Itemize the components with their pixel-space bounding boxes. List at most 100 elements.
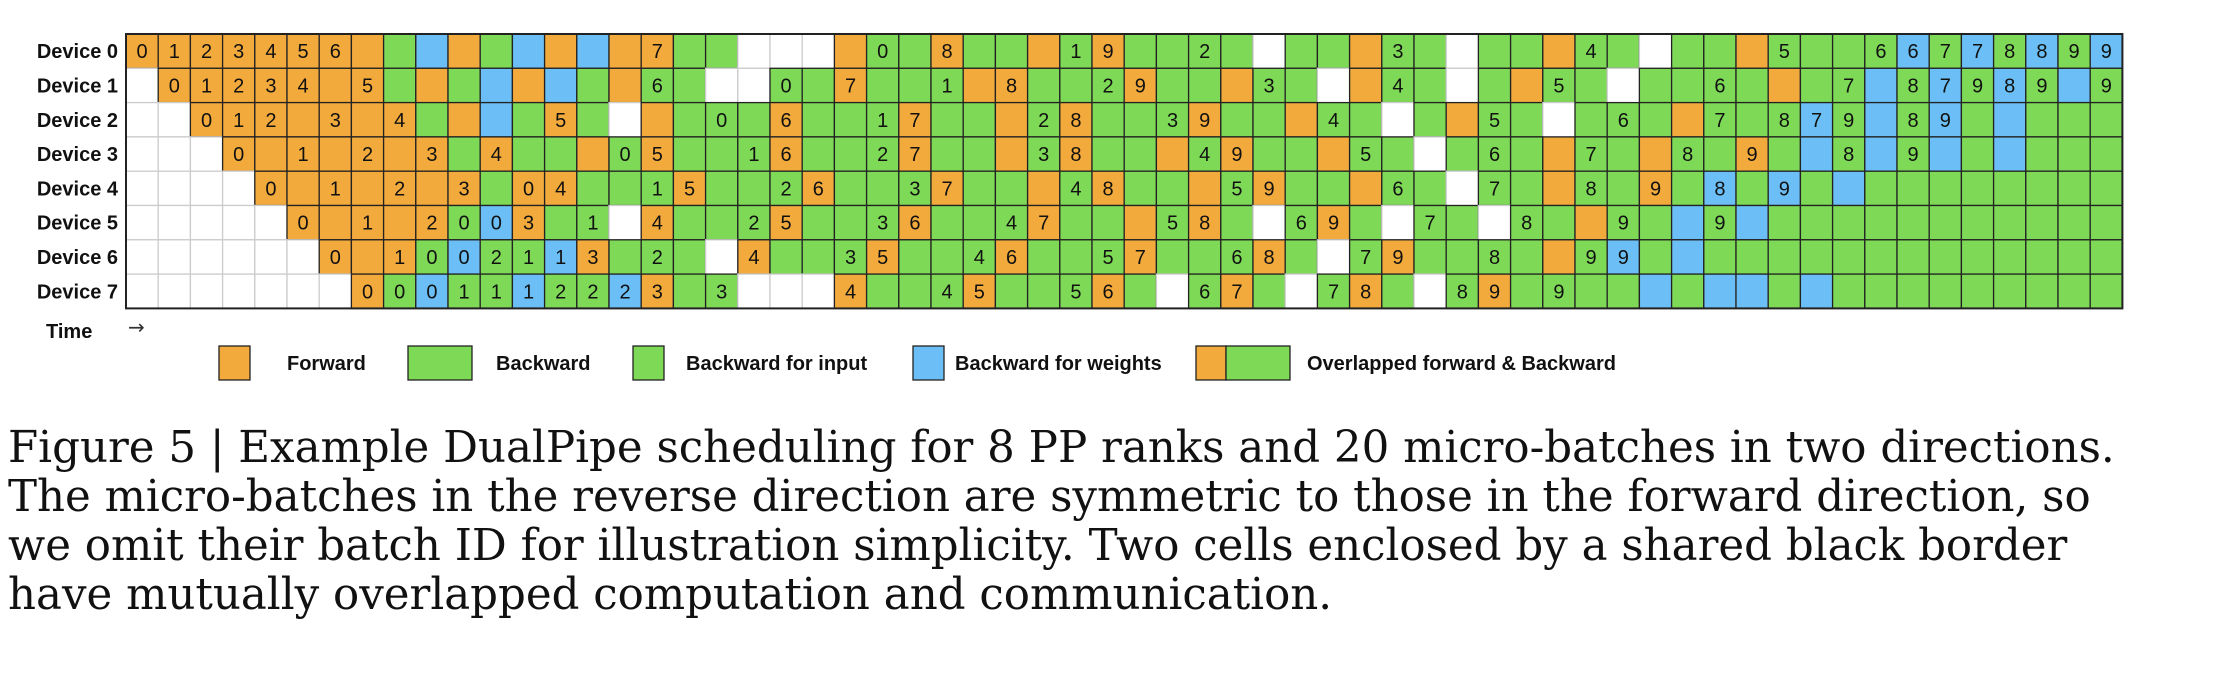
backward-cell xyxy=(1638,204,1673,241)
empty-cell xyxy=(125,67,159,104)
micro-batch-id: 7 xyxy=(942,178,953,200)
backward-cell xyxy=(1992,170,2027,207)
micro-batch-id: 5 xyxy=(781,213,792,235)
empty-cell xyxy=(254,239,288,275)
forward-cell xyxy=(640,101,675,138)
micro-batch-id: 2 xyxy=(587,281,598,303)
micro-batch-id: 0 xyxy=(137,41,148,63)
micro-batch-id: 0 xyxy=(394,281,405,303)
backward-cell xyxy=(1896,239,1930,275)
backward-cell xyxy=(704,204,739,241)
micro-batch-id: 6 xyxy=(330,41,341,63)
empty-cell xyxy=(1381,204,1415,241)
backward-cell xyxy=(962,136,997,172)
backward-cell xyxy=(930,204,964,241)
backward-cell xyxy=(1026,101,1061,138)
backward-cell xyxy=(898,239,932,275)
backward-cell xyxy=(1735,67,1769,104)
micro-batch-id: 5 xyxy=(1360,144,1371,166)
backward-cell xyxy=(1799,33,1834,69)
backward-cell xyxy=(1220,101,1254,138)
empty-cell xyxy=(1638,33,1673,69)
weights-cell xyxy=(1960,33,1995,69)
backward-cell xyxy=(1767,136,1802,172)
backward-cell xyxy=(1252,136,1286,172)
weights-cell xyxy=(1799,273,1834,310)
micro-batch-id: 0 xyxy=(201,110,212,132)
backward-cell xyxy=(930,239,964,275)
empty-cell xyxy=(1413,136,1447,172)
forward-cell xyxy=(898,136,932,172)
backward-cell xyxy=(1155,33,1190,69)
forward-cell xyxy=(286,33,320,69)
micro-batch-id: 4 xyxy=(974,247,985,269)
backward-cell xyxy=(511,239,546,275)
micro-batch-id: 3 xyxy=(1264,75,1275,97)
backward-cell xyxy=(543,136,578,172)
backward-cell xyxy=(576,67,610,104)
backward-cell xyxy=(2089,170,2124,207)
micro-batch-id: 9 xyxy=(1843,110,1854,132)
forward-cell xyxy=(350,136,385,172)
micro-batch-id: 7 xyxy=(652,41,663,63)
micro-batch-id: 0 xyxy=(426,247,437,269)
micro-batch-id: 7 xyxy=(1328,281,1339,303)
micro-batch-id: 9 xyxy=(1618,213,1629,235)
forward-cell xyxy=(350,170,385,207)
backward-cell xyxy=(1799,239,1834,275)
backward-cell xyxy=(1509,101,1544,138)
backward-cell xyxy=(2057,136,2091,172)
micro-batch-id: 4 xyxy=(265,41,276,63)
micro-batch-id: 0 xyxy=(265,178,276,200)
backward-cell xyxy=(1928,273,1963,310)
empty-cell xyxy=(254,204,288,241)
micro-batch-id: 4 xyxy=(1006,213,1017,235)
backward-cell xyxy=(737,136,771,172)
micro-batch-id: 0 xyxy=(781,75,792,97)
empty-cell xyxy=(704,67,739,104)
micro-batch-id: 3 xyxy=(716,281,727,303)
device-label: Device 4 xyxy=(37,178,119,200)
empty-cell xyxy=(769,273,803,310)
micro-batch-id: 5 xyxy=(1103,247,1114,269)
backward-cell xyxy=(962,170,997,207)
backward-cell xyxy=(1413,170,1447,207)
backward-cell xyxy=(2089,67,2124,104)
device-label: Device 7 xyxy=(37,281,118,303)
backward-cell xyxy=(1348,136,1383,172)
empty-cell xyxy=(801,33,836,69)
micro-batch-id: 4 xyxy=(845,281,856,303)
backward-cell xyxy=(511,101,546,138)
empty-cell xyxy=(318,273,353,310)
forward-cell xyxy=(1542,136,1576,172)
backward-cell xyxy=(1574,170,1608,207)
backward-cell xyxy=(2025,170,2059,207)
forward-cell xyxy=(318,204,353,241)
empty-cell xyxy=(608,204,642,241)
device-label: Device 5 xyxy=(37,213,118,235)
forward-cell xyxy=(286,101,320,138)
forward-cell xyxy=(318,67,353,104)
micro-batch-id: 5 xyxy=(877,247,888,269)
backward-cell xyxy=(1831,204,1866,241)
backward-cell xyxy=(1026,239,1061,275)
micro-batch-id: 2 xyxy=(1038,110,1049,132)
forward-cell xyxy=(1574,204,1608,241)
backward-cell xyxy=(1381,136,1415,172)
forward-cell xyxy=(1155,136,1190,172)
weights-cell xyxy=(1638,273,1673,310)
weights-cell xyxy=(2057,67,2091,104)
forward-cell xyxy=(994,136,1029,172)
empty-cell xyxy=(1445,170,1480,207)
empty-cell xyxy=(1155,273,1190,310)
micro-batch-id: 3 xyxy=(1038,144,1049,166)
empty-cell xyxy=(1252,33,1286,69)
micro-batch-id: 8 xyxy=(942,41,953,63)
backward-cell xyxy=(1509,239,1544,275)
forward-cell xyxy=(350,273,385,310)
micro-batch-id: 3 xyxy=(523,213,534,235)
empty-cell xyxy=(221,239,256,275)
empty-cell xyxy=(157,273,192,310)
micro-batch-id: 9 xyxy=(1135,75,1146,97)
